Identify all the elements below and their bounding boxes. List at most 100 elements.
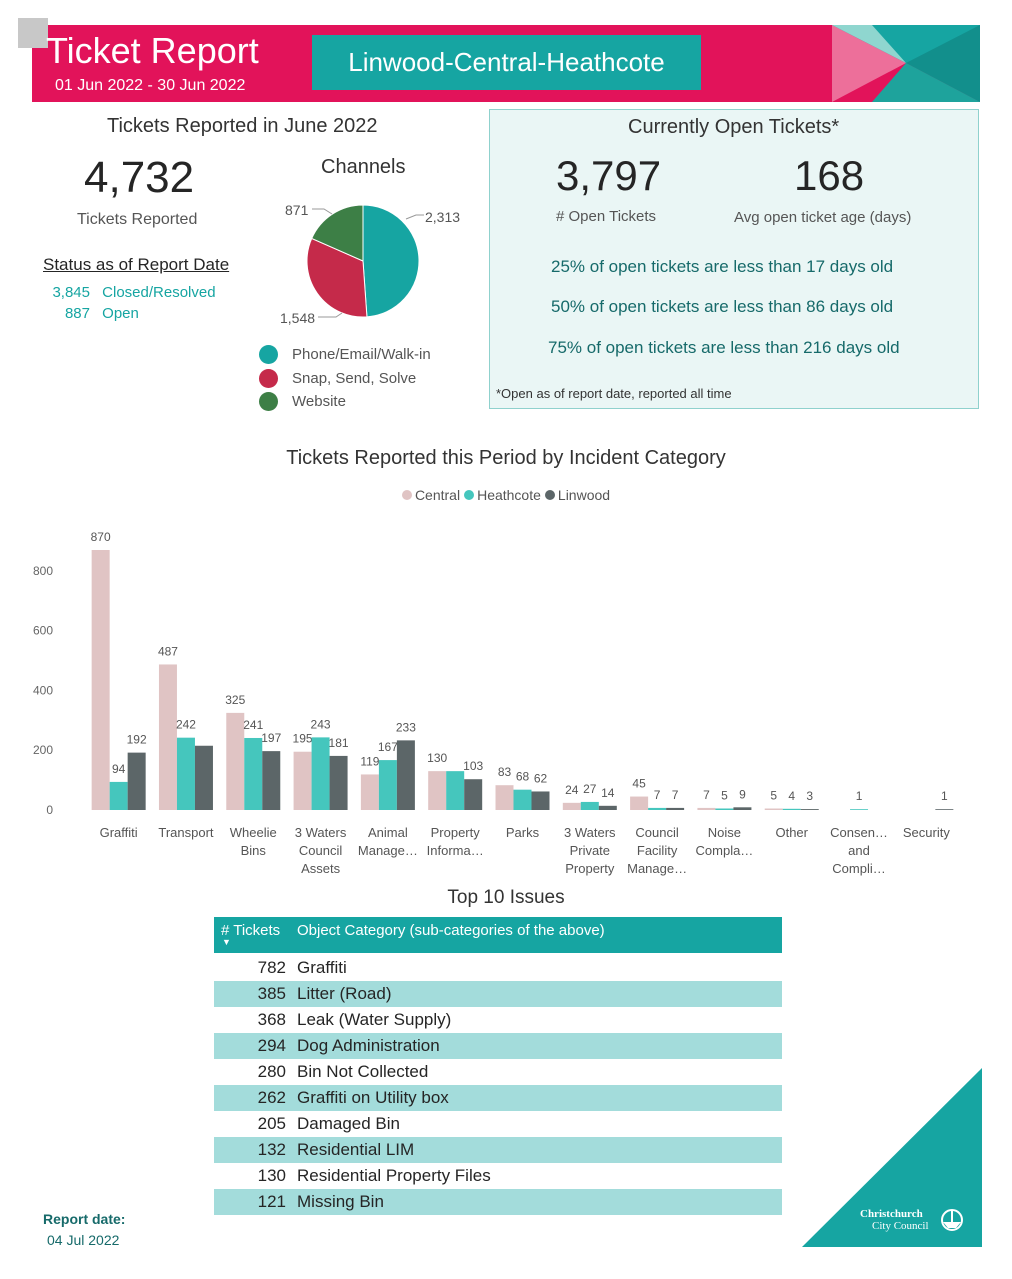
- brand-triangle-shape: [802, 1068, 982, 1247]
- top10-header-row: # Tickets ▼ Object Category (sub-categor…: [214, 917, 782, 953]
- bar-heathcote: [446, 771, 465, 810]
- row-count: 205: [257, 1114, 286, 1133]
- open-tickets-note: *Open as of report date, reported all ti…: [496, 386, 732, 401]
- data-label: 192: [127, 733, 147, 747]
- legend-dot-icon: [259, 369, 278, 388]
- bar-linwood: [935, 809, 954, 810]
- bar-linwood: [733, 807, 752, 810]
- legend-label: Heathcote: [477, 487, 541, 503]
- legend-dot-icon: [259, 345, 278, 364]
- bar-linwood: [800, 809, 819, 810]
- category-label: 3 Waters: [295, 825, 347, 840]
- bar-linwood: [194, 745, 213, 810]
- category-label: Informa…: [427, 843, 484, 858]
- data-label: 45: [632, 777, 646, 791]
- legend-swatch-icon: [544, 490, 555, 500]
- row-category: Graffiti: [297, 958, 347, 977]
- row-count: 385: [257, 984, 286, 1003]
- row-category: Damaged Bin: [297, 1114, 401, 1133]
- header-decoration-shape: [832, 25, 980, 102]
- bar-heathcote: [715, 808, 734, 810]
- bar-linwood: [666, 807, 685, 810]
- pie-slice-phone: [362, 204, 420, 318]
- bar-central: [293, 751, 312, 810]
- row-category: Graffiti on Utility box: [297, 1088, 449, 1107]
- report-title: Ticket Report: [46, 30, 259, 71]
- brand-name-line1: Christchurch: [860, 1208, 923, 1220]
- table-row: 368 Leak (Water Supply): [214, 1007, 782, 1033]
- sort-down-icon[interactable]: ▼: [222, 937, 231, 947]
- top10-table: # Tickets ▼ Object Category (sub-categor…: [214, 917, 782, 1215]
- bar-linwood: [531, 791, 550, 810]
- data-label: 3: [806, 789, 813, 803]
- corner-square-icon: [18, 18, 48, 48]
- data-label: 243: [311, 717, 331, 731]
- data-label: 5: [770, 789, 777, 803]
- council-logo-icon: [941, 1209, 963, 1231]
- table-row: 262 Graffiti on Utility box: [214, 1085, 782, 1111]
- channels-title: Channels: [321, 156, 406, 178]
- category-label: Noise: [708, 825, 741, 840]
- bar-linwood: [262, 751, 281, 810]
- data-label: 103: [463, 759, 483, 773]
- area-badge: Linwood-Central-Heathcote: [312, 35, 701, 90]
- bar-linwood: [127, 752, 146, 810]
- category-label: Parks: [506, 825, 540, 840]
- row-category: Leak (Water Supply): [297, 1010, 452, 1029]
- bar-heathcote: [311, 737, 330, 810]
- legend-label: Linwood: [557, 487, 611, 503]
- category-label: Assets: [301, 861, 341, 876]
- row-category: Residential Property Files: [297, 1166, 491, 1185]
- col-header-category[interactable]: Object Category (sub-categories of the a…: [297, 922, 605, 939]
- bar-central: [91, 550, 110, 810]
- pie-label-phone: 2,313: [425, 209, 461, 225]
- data-label: 195: [293, 732, 313, 746]
- data-label: 233: [396, 720, 416, 734]
- table-row: 205 Damaged Bin: [214, 1111, 782, 1137]
- category-label: Bins: [241, 843, 267, 858]
- row-count: 782: [257, 958, 286, 977]
- category-label: Consen…: [830, 825, 888, 840]
- channels-legend-phone: Phone/Email/Walk-in: [259, 345, 431, 364]
- row-category: Residential LIM: [297, 1140, 415, 1159]
- category-label: Property: [565, 861, 615, 876]
- report-date-range: 01 Jun 2022 - 30 Jun 2022: [55, 77, 246, 94]
- category-label: and: [848, 843, 870, 858]
- avg-age-value: 168: [794, 152, 865, 199]
- data-label: 7: [703, 788, 710, 802]
- bar-heathcote: [782, 808, 801, 810]
- status-row-closed: 3,845 Closed/Resolved: [40, 284, 216, 301]
- category-label: Manage…: [627, 861, 687, 876]
- col-header-count[interactable]: # Tickets: [221, 922, 281, 939]
- category-label: Council: [299, 843, 342, 858]
- data-label: 197: [261, 731, 281, 745]
- open-tickets-count: 3,797: [556, 152, 662, 199]
- category-label: Council: [635, 825, 678, 840]
- row-count: 368: [257, 1010, 286, 1029]
- legend-item-linwood: Linwood: [544, 487, 611, 503]
- status-open-label: Open: [102, 305, 139, 322]
- data-label: 4: [788, 789, 795, 803]
- row-category: Bin Not Collected: [297, 1062, 429, 1081]
- table-row: 294 Dog Administration: [214, 1033, 782, 1059]
- status-closed-label: Closed/Resolved: [102, 284, 216, 301]
- row-category: Missing Bin: [297, 1192, 384, 1211]
- bar-central: [562, 802, 581, 810]
- brand-name-line2: City Council: [872, 1220, 929, 1232]
- category-label: Graffiti: [100, 825, 138, 840]
- data-label: 870: [91, 530, 111, 544]
- chart-legend: Central Heathcote Linwood: [0, 487, 1012, 503]
- category-label: Other: [775, 825, 808, 840]
- data-label: 24: [565, 783, 579, 797]
- y-tick-label: 400: [33, 683, 53, 697]
- pie-leader-website: [312, 208, 333, 215]
- bar-linwood: [329, 755, 348, 810]
- bar-central: [226, 712, 245, 810]
- pie-slice-snap: [306, 237, 368, 318]
- row-count: 132: [257, 1140, 286, 1159]
- report-date-value: 04 Jul 2022: [47, 1232, 120, 1248]
- pie-leader-phone: [405, 214, 424, 220]
- row-count: 262: [257, 1088, 286, 1107]
- data-label: 83: [498, 765, 512, 779]
- channels-pie-chart: [306, 204, 424, 318]
